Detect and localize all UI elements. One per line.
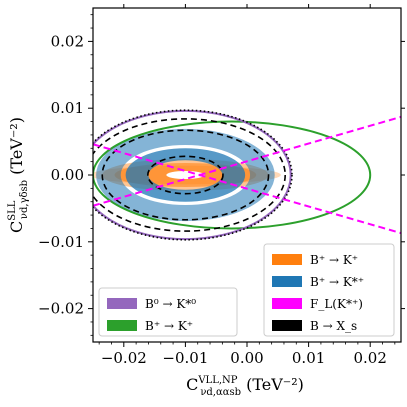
x-axis-label: CVLL,NP νd,ααsb (TeV⁻²) <box>186 375 304 398</box>
legend-left-swatch-1 <box>107 320 137 331</box>
legend-right: B⁺ → K⁺ B⁺ → K*⁺ F_L(K*⁺) B → X_s <box>263 243 395 337</box>
magenta-dashed-line-0 <box>93 143 401 235</box>
x-tick-label: 0.02 <box>353 349 386 367</box>
legend-left-label-0: B⁰ → K*⁰ <box>145 297 196 311</box>
legend-right-label-2: F_L(K*⁺) <box>310 297 363 311</box>
y-tick-label: 0.01 <box>51 99 84 117</box>
y-axis-label: CSLLνd,γδsb (TeV⁻²) <box>7 117 30 233</box>
legend-right-label-1: B⁺ → K*⁺ <box>310 275 364 289</box>
y-tick-label: −0.02 <box>38 300 84 318</box>
legend-right-label-3: B → X_s <box>310 319 357 333</box>
axis-ticks <box>88 4 405 347</box>
legend-left-swatch-0 <box>107 298 137 309</box>
y-tick-label: 0.02 <box>51 32 84 50</box>
x-tick-label: 0.00 <box>230 349 263 367</box>
plot-area <box>93 109 401 241</box>
legend-right-swatch-2 <box>272 298 302 309</box>
blue-region-0 <box>96 128 275 222</box>
black-dashed-contour-0 <box>93 118 286 232</box>
x-tick-label: 0.01 <box>292 349 325 367</box>
black-dashed-contour-1 <box>101 129 270 221</box>
legend-right-swatch-3 <box>272 320 302 331</box>
legend-right-swatch-1 <box>272 276 302 287</box>
legend-right-label-0: B⁺ → K⁺ <box>310 253 358 267</box>
magenta-dashed-line-1 <box>93 115 401 207</box>
y-tick-label: −0.01 <box>38 233 84 251</box>
y-tick-label: 0.00 <box>51 166 84 184</box>
legend-right-box <box>263 243 395 337</box>
tick-labels: −0.02 −0.01 0.00 0.01 0.02 −0.02 −0.01 0.00 0.01… <box>38 32 387 367</box>
legend-right-swatch-0 <box>272 254 302 265</box>
x-tick-label: −0.01 <box>162 349 208 367</box>
legend-left: B⁰ → K*⁰ B⁺ → K⁺ <box>98 287 238 337</box>
black-dashed-contour-2 <box>147 155 224 195</box>
black-dotted-contour <box>93 109 293 241</box>
legend-left-label-1: B⁺ → K⁺ <box>145 319 193 333</box>
x-tick-label: −0.02 <box>101 349 147 367</box>
green-contour <box>93 120 372 230</box>
blue-region-1 <box>125 148 246 202</box>
